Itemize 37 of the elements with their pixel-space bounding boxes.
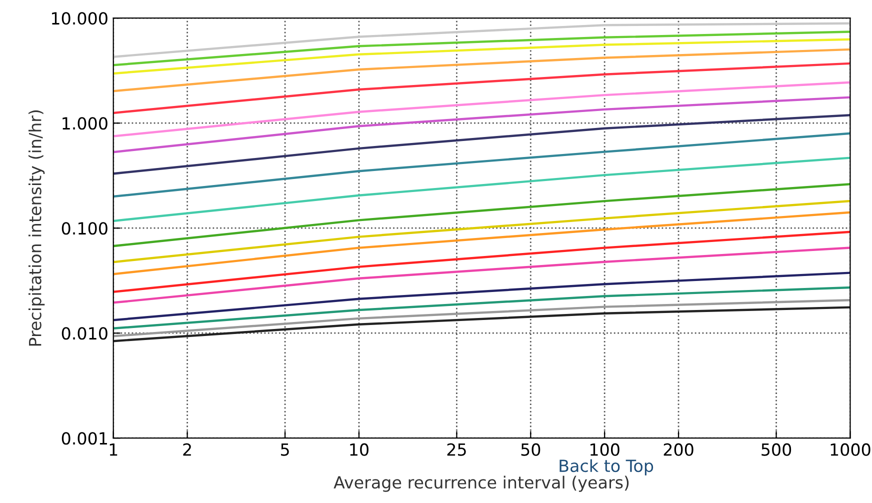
x-tick-label: 500 xyxy=(762,443,792,456)
line-series xyxy=(113,30,850,66)
y-axis-title: Precipitation intensity (in/hr) xyxy=(28,110,45,346)
y-tick-label: 1.000 xyxy=(62,117,108,130)
x-tick-label: 1 xyxy=(110,443,118,456)
y-tick-label: 10.000 xyxy=(52,12,108,25)
y-tick-label: 0.001 xyxy=(62,432,107,445)
line-series xyxy=(113,132,850,198)
line-series xyxy=(113,299,850,338)
line-series xyxy=(113,156,850,222)
line-series xyxy=(113,38,850,75)
x-tick-label: 50 xyxy=(521,443,540,456)
y-tick-label: 0.010 xyxy=(62,327,108,340)
line-series xyxy=(113,230,850,293)
line-series xyxy=(113,81,850,138)
x-tick-label: 100 xyxy=(590,443,620,456)
line-series xyxy=(113,211,850,276)
line-series xyxy=(113,286,850,330)
line-series xyxy=(113,183,850,248)
x-tick-label: 1000 xyxy=(830,443,870,456)
x-tick-label: 10 xyxy=(350,443,368,456)
line-series xyxy=(113,306,850,342)
line-series xyxy=(113,48,850,92)
line-series xyxy=(113,272,850,322)
line-series xyxy=(113,96,850,154)
line-series xyxy=(113,22,850,58)
line-series xyxy=(113,200,850,264)
x-tick-label: 200 xyxy=(664,443,694,456)
line-series xyxy=(113,114,850,175)
x-tick-label: 2 xyxy=(183,443,191,456)
line-series xyxy=(113,246,850,304)
x-axis-title: Average recurrence interval (years) xyxy=(334,476,629,492)
line-series xyxy=(113,62,850,114)
text: Back to Top xyxy=(560,459,654,476)
x-tick-label: 25 xyxy=(447,443,466,456)
x-tick-label: 5 xyxy=(281,443,289,456)
y-tick-label: 0.100 xyxy=(62,222,108,235)
